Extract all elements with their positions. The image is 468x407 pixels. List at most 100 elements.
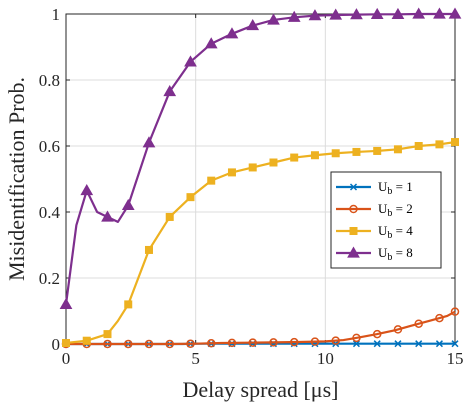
data-point (435, 340, 443, 348)
data-point (267, 13, 280, 25)
y-tick-label: 1 (52, 5, 61, 24)
data-point (450, 307, 460, 316)
data-point (225, 27, 239, 39)
data-point (165, 212, 174, 221)
marker-stroke (415, 340, 423, 348)
data-point (394, 340, 402, 348)
series-line (66, 310, 456, 346)
x-axis-title: Delay spread [μs] (183, 377, 339, 402)
data-point (82, 336, 91, 345)
data-point (433, 7, 446, 19)
y-tick-label: 0.6 (39, 137, 60, 156)
data-point (370, 7, 384, 19)
data-point (352, 333, 361, 343)
data-point (121, 198, 135, 211)
legend-marker (349, 183, 358, 191)
x-tick-label: 0 (62, 349, 71, 368)
data-point (331, 336, 340, 345)
y-tick-label: 0 (52, 335, 61, 354)
data-point (331, 149, 340, 158)
data-point (448, 7, 462, 19)
data-point (435, 313, 444, 323)
y-tick-label: 0.2 (39, 269, 60, 288)
data-point (227, 338, 237, 348)
data-point (103, 330, 112, 339)
marker-stroke (394, 340, 402, 348)
y-tick-label: 0.4 (39, 203, 61, 222)
data-point (393, 145, 402, 154)
axis-ticks: 0 5 10 15 0 0.2 0.4 0.6 0.8 1 (39, 5, 464, 368)
data-point (310, 337, 320, 346)
legend-marker (347, 246, 360, 258)
legend-item: Ub = 8 (336, 245, 413, 263)
y-axis-title: Misidentification Prob. (4, 77, 29, 281)
data-point (165, 339, 174, 349)
data-point (248, 338, 257, 347)
data-point (415, 340, 423, 348)
data-point (373, 146, 382, 155)
legend-item: Ub = 4 (336, 223, 413, 241)
legend-label: Ub = 4 (378, 223, 413, 241)
legend-label: Ub = 2 (378, 201, 413, 219)
marker-stroke (373, 340, 381, 348)
data-point (414, 319, 423, 328)
data-point (373, 340, 381, 348)
data-point (186, 339, 195, 348)
legend-label: Ub = 1 (378, 179, 413, 197)
data-point (206, 339, 216, 348)
data-point (289, 337, 299, 347)
marker-stroke (451, 340, 459, 348)
data-point (142, 136, 156, 148)
data-point (186, 193, 195, 202)
data-point (451, 340, 459, 348)
data-point (269, 338, 278, 347)
data-point (144, 245, 153, 254)
y-tick-label: 0.8 (39, 71, 60, 90)
data-point (393, 325, 403, 334)
data-point (308, 9, 322, 21)
x-tick-label: 5 (191, 349, 200, 368)
series-ub-3 (62, 138, 459, 348)
legend-marker (349, 204, 358, 214)
data-point (248, 163, 257, 172)
data-point (269, 158, 278, 167)
legend-label: Ub = 8 (378, 245, 413, 263)
data-point (246, 19, 260, 31)
data-point (329, 8, 343, 20)
data-point (59, 297, 73, 310)
data-point (310, 151, 319, 160)
data-point (204, 37, 218, 49)
data-point (123, 339, 133, 349)
legend-marker (349, 227, 358, 235)
data-point (350, 8, 363, 20)
data-point (287, 10, 301, 22)
legend: Ub = 1 Ub = 2 Ub = 4 Ub = 8 (330, 171, 442, 269)
data-point (80, 184, 94, 196)
data-point (184, 55, 197, 67)
x-tick-label: 10 (317, 349, 334, 368)
x-tick-label: 15 (447, 349, 464, 368)
series-ub-4 (59, 7, 462, 310)
data-point (352, 340, 360, 348)
legend-item: Ub = 1 (336, 179, 413, 197)
marker-stroke (435, 340, 443, 348)
data-point (101, 210, 114, 222)
data-point (451, 138, 459, 147)
series-group (59, 7, 462, 349)
data-point (391, 7, 405, 19)
series-ub-2 (61, 307, 460, 349)
legend-item: Ub = 2 (336, 201, 413, 219)
data-point (435, 140, 444, 149)
data-point (103, 339, 112, 349)
marker-stroke (349, 183, 358, 191)
data-point (372, 329, 382, 339)
marker-stroke (352, 340, 360, 348)
data-point (62, 339, 70, 348)
data-point (163, 85, 177, 97)
data-point (124, 300, 133, 309)
data-point (227, 168, 236, 177)
data-point (144, 339, 154, 349)
data-point (352, 147, 361, 156)
data-point (414, 142, 423, 150)
